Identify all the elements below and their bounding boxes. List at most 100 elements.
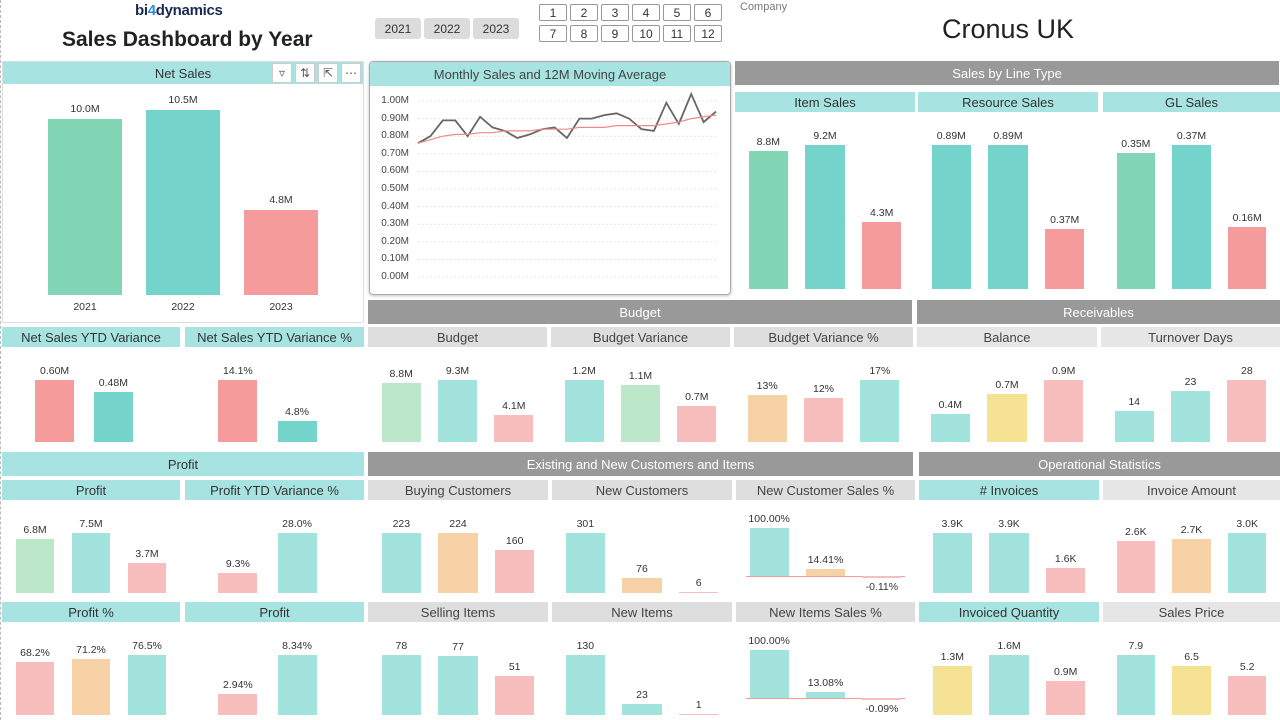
tile-bar[interactable]: [1172, 665, 1211, 715]
company-name[interactable]: Cronus UK: [942, 14, 1075, 44]
tile-bar[interactable]: [1172, 145, 1211, 289]
tile-bar[interactable]: [218, 573, 258, 593]
tile-bar[interactable]: [1116, 152, 1155, 289]
tile-bar[interactable]: [1046, 568, 1086, 593]
month-button-1[interactable]: 1: [539, 4, 567, 21]
tile-invoiced-quantity[interactable]: Invoiced Quantity 1.3M 1.6M 0.9M: [919, 602, 1099, 720]
tile-bar[interactable]: [564, 380, 604, 442]
focus-mode-icon[interactable]: ⇱: [318, 63, 338, 83]
tile-bar[interactable]: [277, 420, 317, 442]
tile-profit[interactable]: Profit 2.94% 8.34%: [185, 602, 364, 720]
tile-bar[interactable]: [932, 533, 972, 593]
tile-sales-price[interactable]: Sales Price 7.9 6.5 5.2: [1103, 602, 1280, 720]
tile-selling-items[interactable]: Selling Items 78 77 51: [368, 602, 548, 720]
tile-bar[interactable]: [494, 414, 534, 442]
tile-net-sales-ytd-variance[interactable]: Net Sales YTD Variance % 14.1% 4.8%: [185, 327, 364, 447]
tile-bar[interactable]: [218, 380, 258, 442]
tile-bar[interactable]: [679, 591, 719, 593]
filter-icon[interactable]: ▿: [272, 63, 292, 83]
tile-bar[interactable]: [565, 655, 605, 715]
tile-buying-customers[interactable]: Buying Customers 223 224 160: [368, 480, 548, 598]
month-button-9[interactable]: 9: [601, 25, 629, 42]
month-button-11[interactable]: 11: [663, 25, 691, 42]
tile-bar[interactable]: [438, 380, 477, 442]
tile-bar[interactable]: [931, 145, 971, 289]
tile-bar[interactable]: [805, 145, 845, 289]
more-options-icon[interactable]: ⋯: [341, 63, 361, 83]
tile-invoice-amount[interactable]: Invoice Amount 2.6K 2.7K 3.0K: [1103, 480, 1280, 598]
tile-balance[interactable]: Balance 0.4M 0.7M 0.9M: [917, 327, 1097, 447]
tile-bar[interactable]: [747, 394, 787, 442]
drill-icon[interactable]: ⇅: [295, 63, 315, 83]
tile-bar[interactable]: [127, 563, 167, 593]
tile-bar[interactable]: [1228, 533, 1267, 593]
tile-invoices[interactable]: # Invoices 3.9K 3.9K 1.6K: [919, 480, 1099, 598]
tile-bar[interactable]: [15, 661, 55, 715]
tile-bar[interactable]: [677, 405, 717, 442]
tile-budget-variance[interactable]: Budget Variance % 13% 12% 17%: [734, 327, 913, 447]
tile-item-sales[interactable]: Item Sales 8.8M 9.2M 4.3M: [735, 92, 915, 294]
tile-bar[interactable]: [15, 538, 55, 593]
year-button-2022[interactable]: 2022: [424, 18, 470, 39]
tile-bar[interactable]: [860, 380, 900, 442]
tile-profit[interactable]: Profit % 68.2% 71.2% 76.5%: [2, 602, 180, 720]
tile-new-items-sales[interactable]: New Items Sales % 100.00% 13.08% -0.09%: [736, 602, 915, 720]
tile-bar[interactable]: [495, 675, 535, 715]
tile-bar[interactable]: [622, 704, 662, 715]
tile-bar[interactable]: [565, 533, 605, 593]
tile-bar[interactable]: [749, 528, 789, 576]
tile-bar[interactable]: [438, 533, 478, 593]
tile-new-customers[interactable]: New Customers 301 76 6: [552, 480, 732, 598]
tile-bar[interactable]: [804, 398, 843, 442]
tile-bar[interactable]: [621, 385, 660, 442]
tile-bar[interactable]: [932, 666, 972, 715]
tile-bar[interactable]: [277, 533, 317, 593]
tile-bar[interactable]: [1116, 655, 1155, 715]
tile-new-items[interactable]: New Items 130 23 1: [552, 602, 732, 720]
tile-bar[interactable]: [381, 655, 421, 715]
month-button-3[interactable]: 3: [601, 4, 629, 21]
month-button-12[interactable]: 12: [694, 25, 722, 42]
tile-turnover-days[interactable]: Turnover Days 14 23 28: [1101, 327, 1280, 447]
tile-bar[interactable]: [1172, 539, 1211, 593]
tile-profit-ytd-variance[interactable]: Profit YTD Variance % 9.3% 28.0%: [185, 480, 364, 598]
tile-bar[interactable]: [1114, 411, 1154, 442]
month-button-10[interactable]: 10: [632, 25, 660, 42]
tile-bar[interactable]: [862, 698, 902, 700]
tile-bar[interactable]: [218, 693, 258, 715]
tile-bar[interactable]: [622, 577, 662, 593]
tile-budget-variance[interactable]: Budget Variance 1.2M 1.1M 0.7M: [551, 327, 730, 447]
month-button-8[interactable]: 8: [570, 25, 598, 42]
tile-profit[interactable]: Profit 6.8M 7.5M 3.7M: [2, 480, 180, 598]
tile-bar[interactable]: [1046, 681, 1086, 715]
year-button-2021[interactable]: 2021: [375, 18, 421, 39]
tile-new-customer-sales[interactable]: New Customer Sales % 100.00% 14.41% -0.11%: [736, 480, 915, 598]
tile-budget[interactable]: Budget 8.8M 9.3M 4.1M: [368, 327, 547, 447]
tile-bar[interactable]: [438, 655, 478, 715]
tile-bar[interactable]: [381, 533, 421, 593]
tile-bar[interactable]: [862, 221, 902, 289]
tile-bar[interactable]: [749, 650, 789, 698]
tile-bar[interactable]: [495, 550, 535, 593]
month-button-2[interactable]: 2: [570, 4, 598, 21]
month-button-6[interactable]: 6: [694, 4, 722, 21]
tile-bar[interactable]: [277, 655, 317, 715]
tile-bar[interactable]: [987, 393, 1027, 442]
tile-bar[interactable]: [71, 659, 111, 715]
year-button-2023[interactable]: 2023: [473, 18, 519, 39]
net-sales-bar-2023[interactable]: [244, 210, 318, 295]
tile-bar[interactable]: [989, 533, 1029, 593]
moving-average-line[interactable]: [417, 114, 717, 144]
tile-bar[interactable]: [71, 533, 111, 593]
tile-bar[interactable]: [1227, 380, 1267, 442]
tile-bar[interactable]: [1171, 391, 1210, 442]
tile-bar[interactable]: [806, 691, 845, 698]
month-button-4[interactable]: 4: [632, 4, 660, 21]
tile-bar[interactable]: [1228, 226, 1267, 289]
tile-bar[interactable]: [381, 383, 421, 442]
tile-bar[interactable]: [127, 655, 167, 715]
tile-gl-sales[interactable]: GL Sales 0.35M 0.37M 0.16M: [1103, 92, 1280, 294]
month-button-5[interactable]: 5: [663, 4, 691, 21]
tile-bar[interactable]: [862, 576, 902, 578]
tile-bar[interactable]: [35, 380, 74, 442]
